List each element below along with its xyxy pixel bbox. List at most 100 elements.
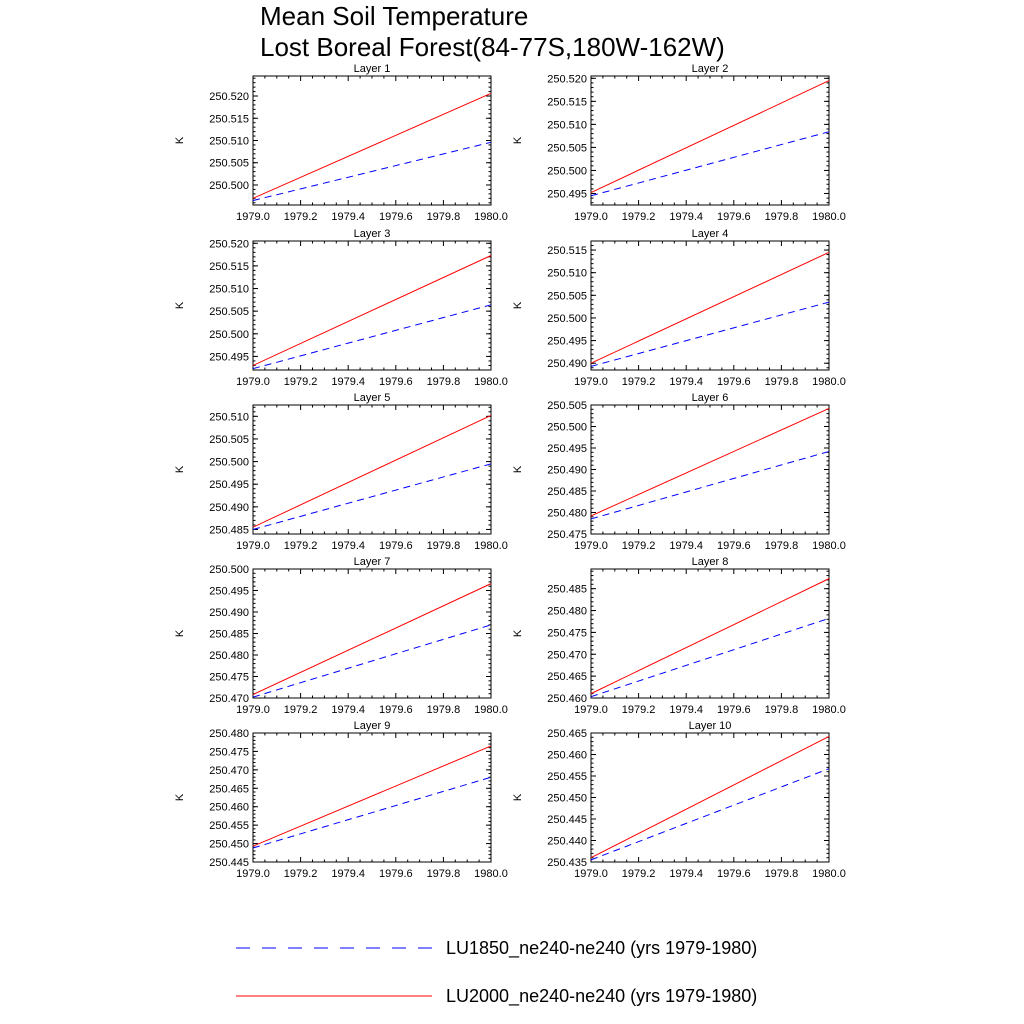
x-tick-label: 1979.2 [284,868,318,880]
y-tick-label: 250.495 [209,479,249,491]
y-tick-label: 250.505 [547,142,587,154]
plot-frame [252,240,492,371]
x-tick-label: 1979.6 [717,211,751,223]
y-tick-label: 250.485 [209,524,249,536]
y-axis-label: K [512,136,524,144]
x-tick-label: 1979.4 [331,540,365,552]
y-tick-label: 250.510 [209,284,249,296]
series-line-lu1850 [252,304,492,370]
figure-title-line-2: Lost Boreal Forest(84-77S,180W-162W) [260,32,725,62]
series-line-lu1850 [590,131,830,197]
y-tick-label: 250.445 [547,814,587,826]
y-tick-label: 250.500 [209,564,249,576]
y-tick-label: 250.510 [547,119,587,131]
series-line-lu1850 [590,617,830,698]
y-tick-label: 250.485 [209,629,249,641]
panel-layer-5: Layer 5 1979.0 1979.2 1979.4 1979.6 1979.8 198… [174,392,508,552]
y-axis-label: K [512,301,524,309]
x-tick-label: 1979.4 [669,868,703,880]
y-tick-label: 250.500 [547,165,587,177]
x-tick-label: 1979.0 [574,376,608,388]
y-tick-label: 250.505 [209,434,249,446]
x-tick-label: 1979.4 [331,211,365,223]
legend: LU1850_ne240-ne240 (yrs 1979-1980) LU200… [236,938,757,1007]
x-tick-label: 1980.0 [812,376,846,388]
y-tick-label: 250.465 [209,783,249,795]
y-axis-label: K [512,629,524,637]
panel-layer-6: Layer 6 1979.0 1979.2 1979.4 1979.6 1979.8 198… [512,392,846,552]
y-tick-label: 250.480 [547,606,587,618]
y-tick-label: 250.495 [209,586,249,598]
y-tick-label: 250.465 [547,728,587,740]
y-tick-label: 250.480 [547,508,587,520]
y-tick-label: 250.520 [547,73,587,85]
x-tick-label: 1979.0 [236,211,270,223]
y-tick-label: 250.490 [547,358,587,370]
x-tick-label: 1979.0 [236,704,270,716]
panel-layer-3: Layer 3 1979.0 1979.2 1979.4 1979.6 1979.8 198… [174,228,508,388]
x-tick-label: 1979.0 [574,704,608,716]
y-axis-label: K [512,793,524,801]
panel-title: Layer 10 [689,720,732,732]
x-tick-label: 1979.4 [331,704,365,716]
plot-frame [590,240,830,371]
x-tick-label: 1979.8 [765,376,799,388]
y-axis-label: K [174,793,186,801]
x-tick-label: 1979.2 [284,704,318,716]
plot-frame [252,404,492,535]
plot-frame [590,568,830,699]
y-tick-label: 250.505 [547,290,587,302]
plot-frame [252,732,492,863]
y-tick-label: 250.470 [547,649,587,661]
y-tick-label: 250.450 [547,793,587,805]
panel-title: Layer 5 [354,392,391,404]
figure-title: Mean Soil Temperature Lost Boreal Forest… [260,1,725,62]
x-tick-label: 1979.8 [765,211,799,223]
y-tick-label: 250.490 [547,465,587,477]
y-tick-label: 250.480 [209,728,249,740]
x-tick-label: 1979.6 [379,704,413,716]
y-axis-label: K [174,629,186,637]
x-tick-label: 1979.2 [284,376,318,388]
x-tick-label: 1979.0 [236,540,270,552]
x-tick-label: 1979.8 [427,376,461,388]
panel-title: Layer 3 [354,228,391,240]
y-tick-label: 250.505 [209,158,249,170]
x-tick-label: 1979.6 [379,868,413,880]
y-tick-label: 250.475 [547,529,587,541]
y-tick-label: 250.485 [547,584,587,596]
x-tick-label: 1979.6 [379,540,413,552]
x-tick-label: 1980.0 [474,376,508,388]
series-line-lu1850 [252,463,492,530]
y-axis-label: K [174,136,186,144]
y-tick-label: 250.500 [547,422,587,434]
y-tick-label: 250.515 [209,113,249,125]
x-tick-label: 1979.4 [331,868,365,880]
x-tick-label: 1980.0 [812,540,846,552]
x-tick-label: 1979.2 [284,540,318,552]
x-tick-label: 1979.8 [427,704,461,716]
x-tick-label: 1979.2 [284,211,318,223]
x-tick-label: 1979.8 [427,211,461,223]
y-tick-label: 250.500 [209,180,249,192]
y-tick-label: 250.460 [547,750,587,762]
plot-frame [590,75,830,206]
series-line-lu2000 [590,735,830,859]
plot-frame [252,568,492,699]
x-tick-label: 1979.2 [622,704,656,716]
x-tick-label: 1979.8 [427,540,461,552]
panel-title: Layer 1 [354,63,391,75]
x-tick-label: 1979.8 [765,868,799,880]
x-tick-label: 1980.0 [812,868,846,880]
panel-layer-7: Layer 7 1979.0 1979.2 1979.4 1979.6 1979.8 198… [174,556,508,716]
x-tick-label: 1979.6 [379,376,413,388]
series-line-lu2000 [252,745,492,847]
x-tick-label: 1979.4 [331,376,365,388]
series-line-lu1850 [590,450,830,520]
series-line-lu2000 [590,407,830,517]
series-line-lu1850 [252,141,492,202]
y-tick-label: 250.500 [209,329,249,341]
panel-layer-10: Layer 10 1979.0 1979.2 1979.4 1979.6 1979.8 19… [512,720,846,880]
y-tick-label: 250.470 [209,765,249,777]
y-tick-label: 250.515 [547,96,587,108]
